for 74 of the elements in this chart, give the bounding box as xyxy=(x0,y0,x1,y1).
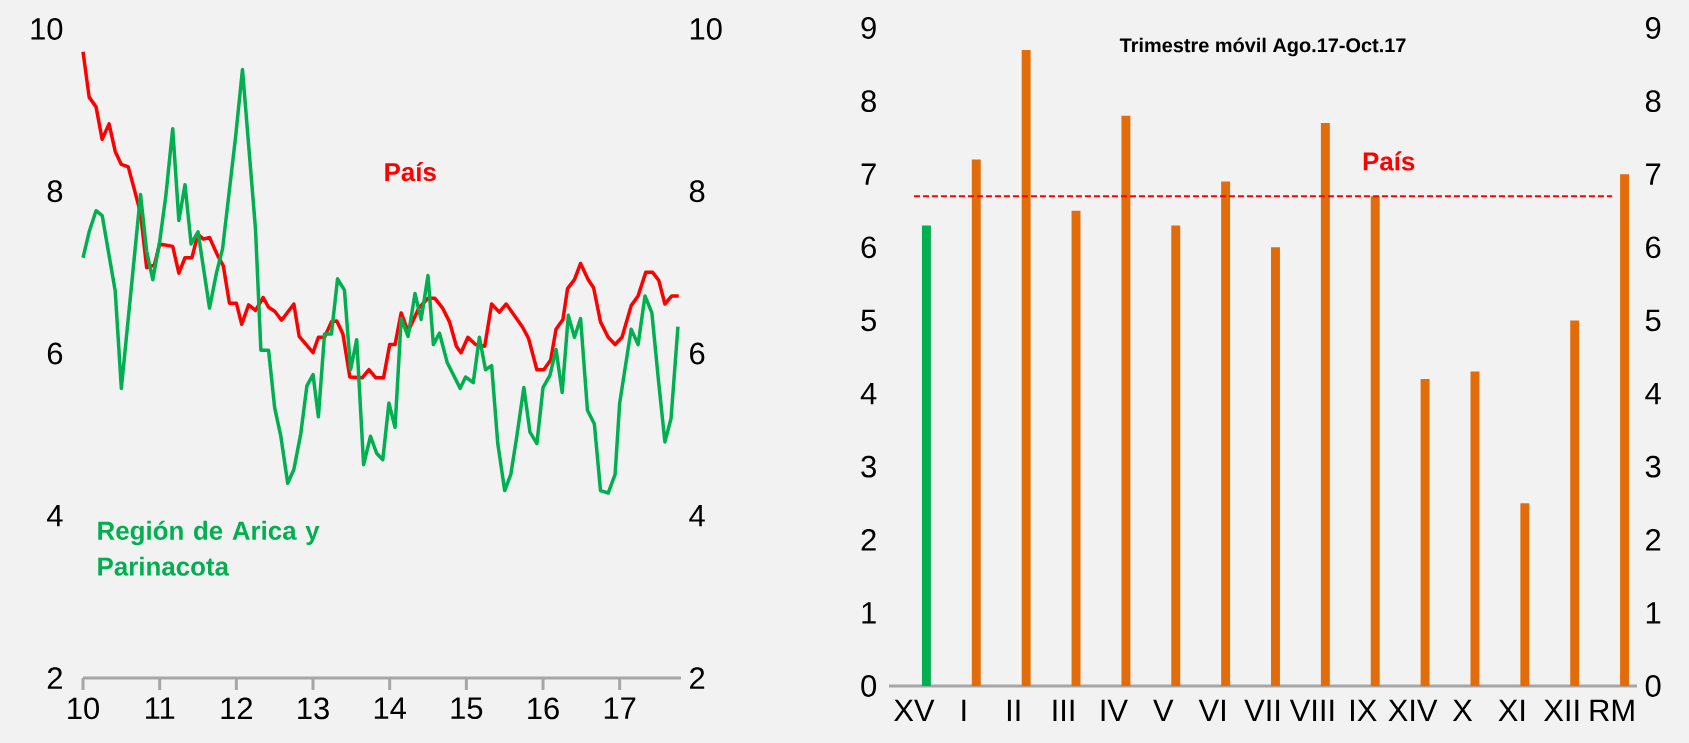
x-tick-label: III xyxy=(1053,699,1074,721)
x-tick-label: 14 xyxy=(374,697,406,719)
x-tick-label: RM xyxy=(1590,699,1634,721)
bar xyxy=(1370,196,1380,686)
line-series xyxy=(81,67,680,495)
bar xyxy=(1071,210,1081,686)
y-tick-label: 6 xyxy=(47,342,63,365)
y2-tick-label: 5 xyxy=(1645,309,1661,332)
bar xyxy=(1420,378,1430,686)
series-label: Región de Arica y Parinacota xyxy=(98,520,320,576)
y-tick-label: 1 xyxy=(862,602,876,624)
y2-tick-label: 6 xyxy=(1646,236,1661,259)
x-tick-label: I xyxy=(962,699,966,721)
y-tick-label: 8 xyxy=(861,90,876,113)
x-tick-label: II xyxy=(1007,699,1020,721)
x-tick-label: XII xyxy=(1544,699,1579,721)
y-tick-label: 3 xyxy=(861,455,876,478)
x-tick-label: VIII xyxy=(1289,699,1334,721)
x-tick-label: 11 xyxy=(146,697,175,719)
y-tick-label: 9 xyxy=(861,17,876,39)
bar xyxy=(1320,123,1330,686)
y-tick-label: 6 xyxy=(861,236,876,259)
x-tick-label: XIV xyxy=(1388,699,1438,721)
x-tick-label: IX xyxy=(1351,699,1377,721)
y-tick-label: 2 xyxy=(47,667,62,689)
y-tick-label: 4 xyxy=(860,382,877,405)
y-tick-label: 8 xyxy=(47,180,63,203)
x-tick-label: VII xyxy=(1244,699,1280,721)
x-tick-label: 12 xyxy=(221,697,252,720)
x-tick-label: 13 xyxy=(298,697,329,720)
y2-tick-label: 3 xyxy=(1645,455,1661,478)
y2-tick-label: 0 xyxy=(1645,675,1661,697)
y-tick-label: 0 xyxy=(861,675,877,697)
y2-tick-label: 2 xyxy=(1646,528,1661,551)
line-series xyxy=(81,49,681,380)
y2-tick-label: 8 xyxy=(689,180,705,203)
y-tick-label: 2 xyxy=(861,528,876,551)
bar xyxy=(1021,49,1031,686)
x-tick-label: 15 xyxy=(451,697,483,720)
x-tick-label: 16 xyxy=(528,697,559,720)
bar xyxy=(921,225,931,686)
bar xyxy=(1570,320,1580,686)
chart-title: Trimestre móvil Ago.17-Oct.17 xyxy=(1119,37,1406,57)
y-tick-label: 5 xyxy=(861,309,876,332)
bar xyxy=(971,159,981,686)
x-tick-label: 10 xyxy=(68,697,99,720)
text: País xyxy=(385,161,436,182)
y-tick-label: 4 xyxy=(47,505,63,527)
y2-tick-label: 4 xyxy=(1645,382,1661,405)
y2-tick-label: 2 xyxy=(690,667,705,689)
x-tick-label: X xyxy=(1452,699,1473,721)
bar xyxy=(1171,225,1181,686)
y2-tick-label: 10 xyxy=(690,18,722,40)
y2-tick-label: 9 xyxy=(1646,17,1661,39)
bar xyxy=(1620,174,1630,686)
x-tick-label: V xyxy=(1153,699,1174,721)
bar xyxy=(1121,115,1131,686)
x-tick-label: 17 xyxy=(604,697,636,719)
y-tick-label: 10 xyxy=(31,18,63,40)
bar xyxy=(1520,503,1530,686)
x-tick-label: XV xyxy=(894,699,935,721)
y2-tick-label: 1 xyxy=(1646,602,1661,624)
bar xyxy=(1271,247,1280,686)
bar xyxy=(1470,371,1480,686)
x-tick-label: XI xyxy=(1498,699,1525,721)
y2-tick-label: 7 xyxy=(1646,163,1661,185)
y2-tick-label: 6 xyxy=(690,342,705,365)
ref-line-label: País xyxy=(1363,151,1415,171)
bar xyxy=(1221,181,1231,686)
y2-tick-label: 4 xyxy=(689,505,705,527)
x-tick-label: IV xyxy=(1101,699,1128,721)
y2-tick-label: 8 xyxy=(1645,90,1661,113)
y-tick-label: 7 xyxy=(861,163,876,185)
x-tick-label: VI xyxy=(1198,699,1225,721)
